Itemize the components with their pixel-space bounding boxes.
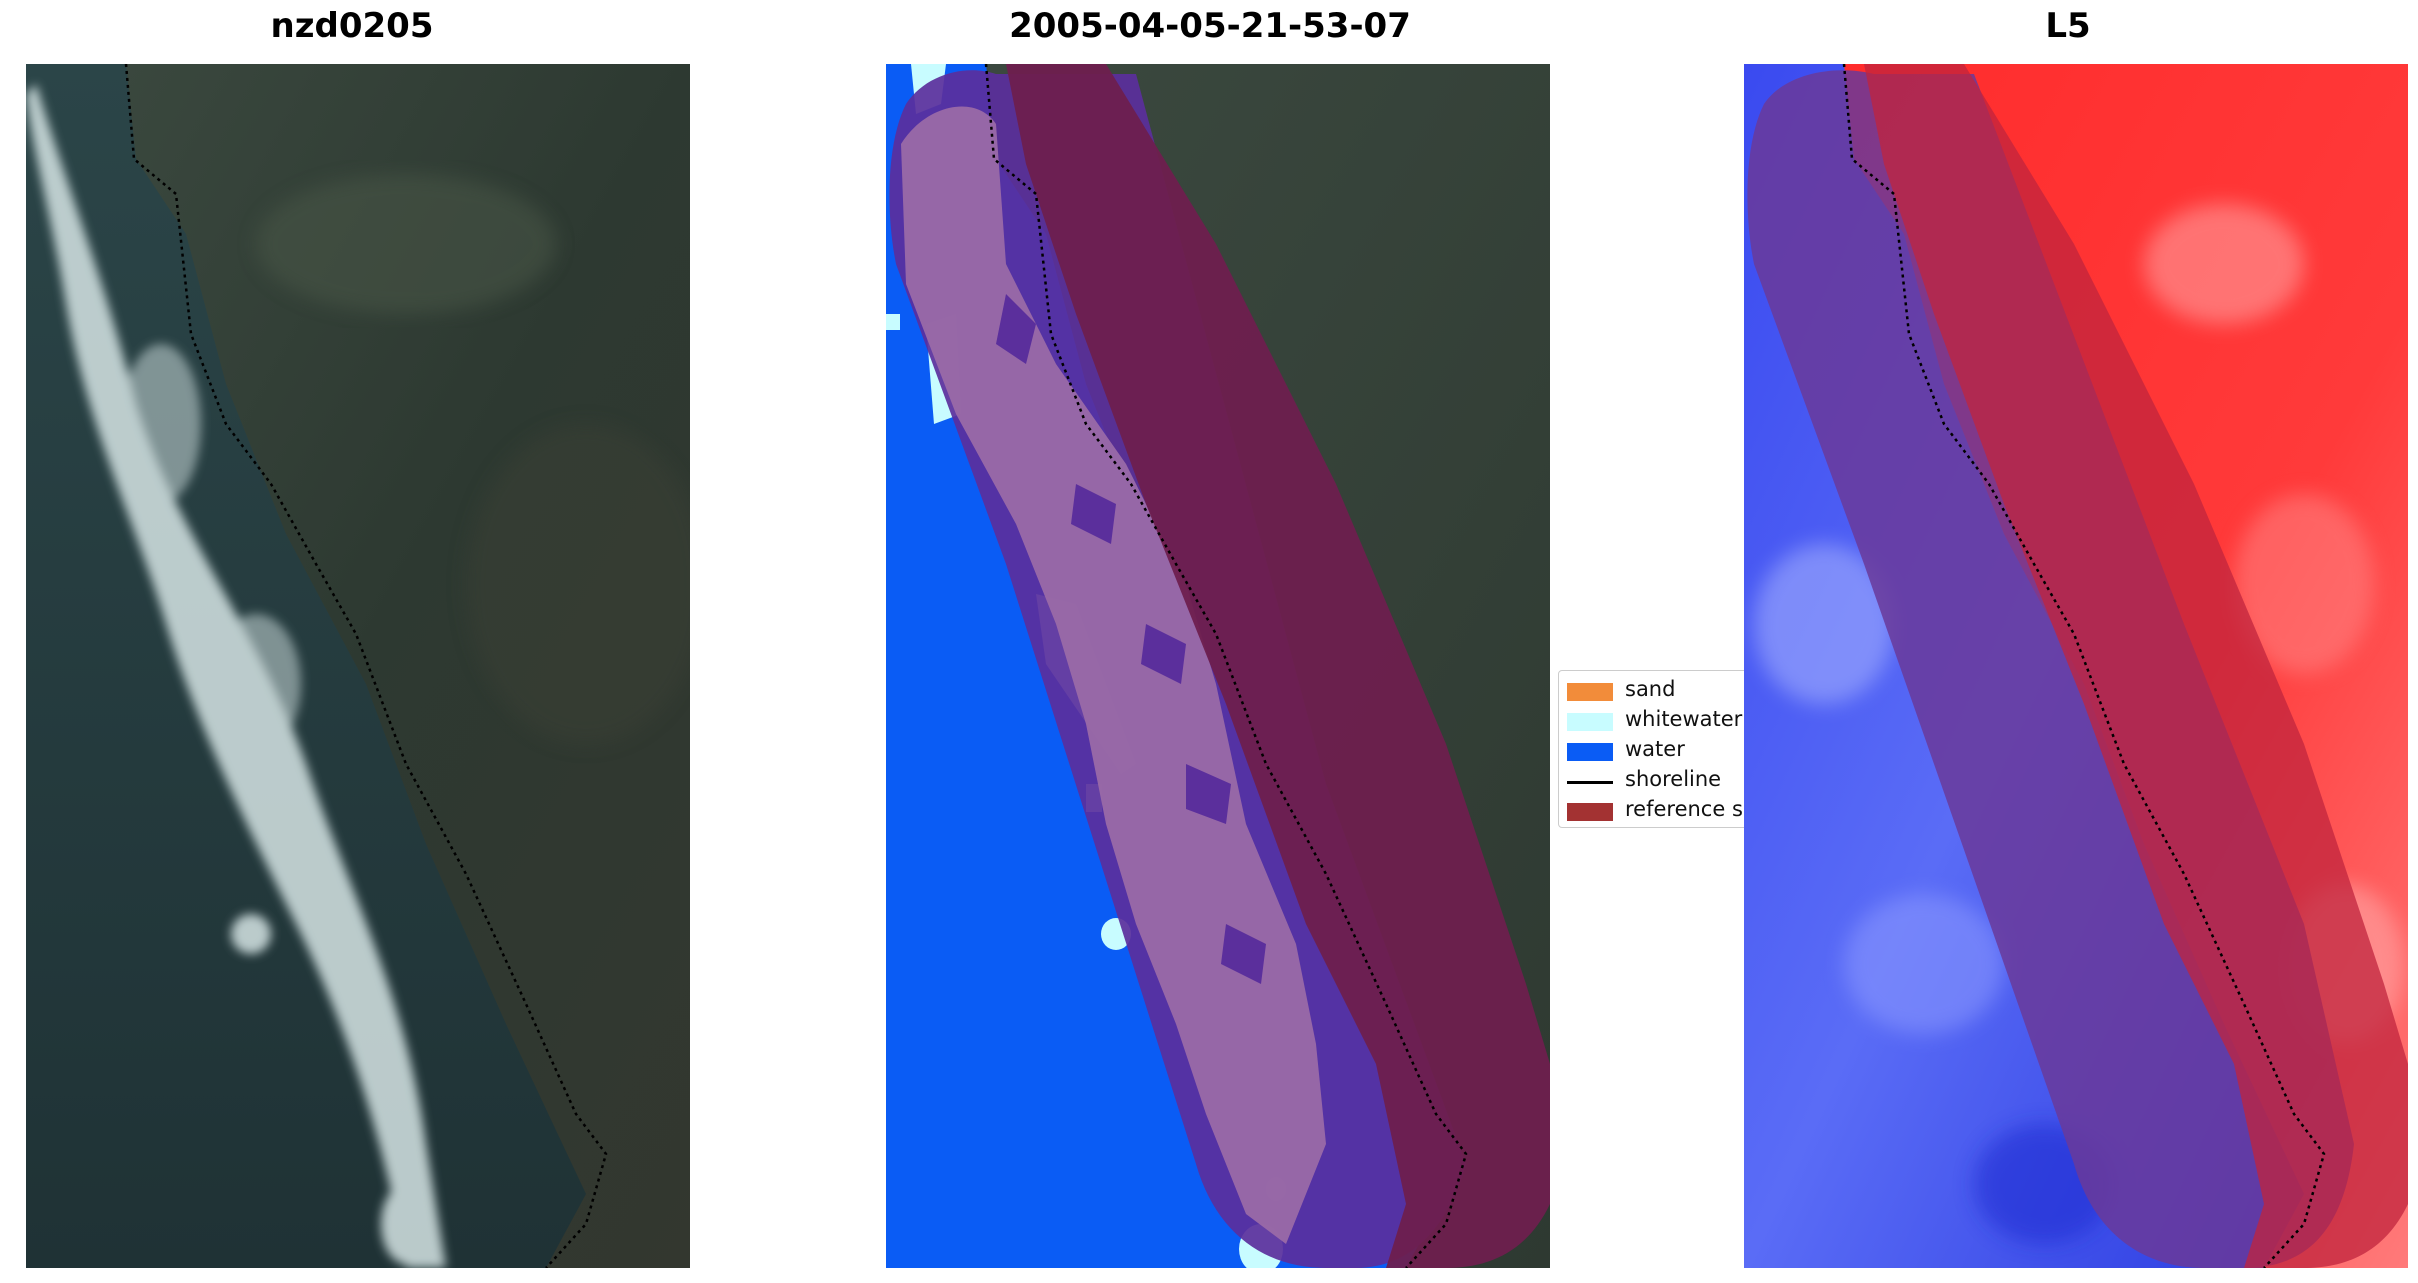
shoreline-line [984, 64, 1468, 1268]
index-image-panel [1744, 64, 2408, 1268]
legend-label: shoreline [1625, 767, 1722, 791]
whitewater-swatch [1567, 713, 1613, 731]
reference-shoreline-band [1864, 64, 2408, 1268]
legend-item-sand: sand [1559, 677, 1749, 703]
legend-label: reference s [1625, 797, 1743, 821]
shoreline-swatch [1567, 781, 1613, 784]
rgb-image-panel [26, 64, 690, 1268]
classified-image-panel [886, 64, 1550, 1268]
legend-label: whitewater [1625, 707, 1743, 731]
legend: sand whitewater water shoreline referenc… [1558, 670, 1750, 828]
panel-title-classified: 2005-04-05-21-53-07 [1009, 6, 1411, 46]
sand-swatch [1567, 683, 1613, 701]
shoreline-line [1842, 64, 2326, 1268]
reference-swatch [1567, 803, 1613, 821]
legend-label: water [1625, 737, 1685, 761]
legend-item-shoreline: shoreline [1559, 767, 1749, 793]
index-image [1744, 64, 2408, 1268]
rgb-satellite-image [26, 64, 690, 1268]
water-swatch [1567, 743, 1613, 761]
classified-satellite-image [886, 64, 1550, 1268]
legend-item-reference: reference s [1559, 797, 1749, 823]
reference-shoreline-band [1006, 64, 1550, 1268]
legend-label: sand [1625, 677, 1676, 701]
panel-title-index: L5 [2045, 6, 2091, 46]
legend-item-water: water [1559, 737, 1749, 763]
legend-item-whitewater: whitewater [1559, 707, 1749, 733]
shoreline-line [124, 64, 608, 1268]
panel-title-rgb: nzd0205 [270, 6, 434, 46]
